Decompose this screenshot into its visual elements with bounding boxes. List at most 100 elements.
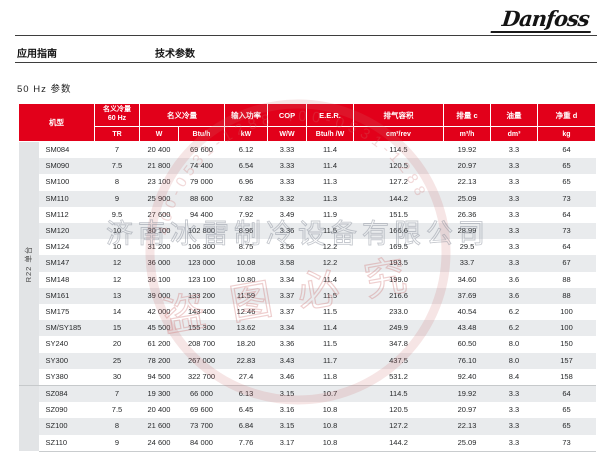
- value-cell: 8: [94, 174, 140, 191]
- value-cell: 22.13: [443, 174, 491, 191]
- value-cell: 3.17: [267, 434, 307, 452]
- unit-w: W: [139, 126, 179, 142]
- value-cell: 25: [94, 352, 140, 369]
- col-header-model: 机型: [18, 103, 95, 142]
- value-cell: 3.43: [267, 352, 307, 369]
- spec-table: 机型 名义冷量 60 Hz 名义冷量 输入功率 COP E.E.R. 排气容积 …: [18, 103, 596, 452]
- value-cell: 3.3: [490, 418, 538, 435]
- value-cell: 11.8: [306, 368, 354, 386]
- value-cell: 151.5: [353, 206, 444, 224]
- value-cell: 20.97: [443, 402, 491, 419]
- col-header-capacity: 名义冷量: [139, 103, 225, 127]
- value-cell: 36 100: [139, 271, 179, 288]
- value-cell: 3.3: [490, 402, 538, 419]
- danfoss-logo: Danfoss: [490, 6, 594, 34]
- value-cell: 73: [537, 434, 596, 452]
- value-cell: 21 800: [139, 158, 179, 175]
- value-cell: 3.37: [267, 304, 307, 321]
- value-cell: 9: [94, 190, 140, 207]
- value-cell: 79 000: [178, 174, 225, 191]
- value-cell: 100: [537, 304, 596, 321]
- value-cell: 10.8: [306, 434, 354, 452]
- value-cell: 43.48: [443, 320, 491, 337]
- model-cell: SM084: [38, 141, 95, 159]
- value-cell: 31 200: [139, 239, 179, 256]
- value-cell: 76.10: [443, 352, 491, 369]
- value-cell: 33.7: [443, 255, 491, 272]
- value-cell: 157: [537, 352, 596, 369]
- table-row: SM100 8 23 100 79 000 6.96 3.33 11.3 127.2 22.13…: [19, 174, 596, 191]
- model-cell: SZ110: [38, 434, 95, 452]
- model-cell: SY300: [38, 352, 95, 369]
- table-row: SZ100 8 21 600 73 700 6.84 3.15 10.8 127.2 22.13…: [19, 418, 596, 435]
- value-cell: 3.3: [490, 223, 538, 240]
- value-cell: 11.3: [306, 190, 354, 207]
- value-cell: 12.2: [306, 239, 354, 256]
- value-cell: 143 400: [178, 304, 225, 321]
- model-cell: SM147: [38, 255, 95, 272]
- value-cell: 3.6: [490, 271, 538, 288]
- value-cell: 64: [537, 206, 596, 224]
- value-cell: 22.83: [224, 352, 268, 369]
- value-cell: 42 000: [139, 304, 179, 321]
- value-cell: 27 600: [139, 206, 179, 224]
- value-cell: 114.5: [353, 385, 444, 403]
- value-cell: 208 700: [178, 336, 225, 353]
- value-cell: 3.16: [267, 402, 307, 419]
- value-cell: 88: [537, 287, 596, 305]
- value-cell: 3.15: [267, 418, 307, 435]
- group-strip: [18, 385, 39, 452]
- unit-btuh: Btu/h: [178, 126, 225, 142]
- value-cell: 67: [537, 255, 596, 272]
- breadcrumb-technical-parameters: 技术参数: [155, 49, 195, 60]
- value-cell: 24 600: [139, 434, 179, 452]
- unit-m3h: m³/h: [443, 126, 491, 142]
- value-cell: 27.4: [224, 368, 268, 386]
- table-header: 机型 名义冷量 60 Hz 名义冷量 输入功率 COP E.E.R. 排气容积 …: [18, 103, 596, 142]
- value-cell: 7.76: [224, 434, 268, 452]
- value-cell: 6.96: [224, 174, 268, 191]
- value-cell: 7.82: [224, 190, 268, 207]
- value-cell: 3.36: [267, 336, 307, 353]
- value-cell: 73: [537, 190, 596, 207]
- value-cell: 7.92: [224, 206, 268, 224]
- value-cell: 65: [537, 402, 596, 419]
- value-cell: 127.2: [353, 418, 444, 435]
- value-cell: 11.4: [306, 271, 354, 288]
- value-cell: 11.5: [306, 336, 354, 353]
- value-cell: 74 400: [178, 158, 225, 175]
- value-cell: 199.0: [353, 271, 444, 288]
- value-cell: 64: [537, 385, 596, 403]
- breadcrumb-application-guide: 应用指南: [17, 49, 57, 60]
- value-cell: 10.8: [306, 402, 354, 419]
- value-cell: 3.33: [267, 174, 307, 191]
- value-cell: 19.92: [443, 385, 491, 403]
- value-cell: 6.2: [490, 304, 538, 321]
- value-cell: 10.08: [224, 255, 268, 272]
- table-row: SY240 20 61 200 208 700 18.20 3.36 11.5 347.8 60…: [19, 336, 596, 353]
- value-cell: 3.3: [490, 239, 538, 256]
- value-cell: 3.33: [267, 141, 307, 159]
- value-cell: 92.40: [443, 368, 491, 386]
- unit-cm3rev: cm³/rev: [353, 126, 444, 142]
- mid-rule: [15, 62, 597, 63]
- value-cell: 216.6: [353, 287, 444, 305]
- value-cell: 69 600: [178, 402, 225, 419]
- value-cell: 45 500: [139, 320, 179, 337]
- value-cell: 13: [94, 287, 140, 305]
- value-cell: 65: [537, 174, 596, 191]
- value-cell: 34.60: [443, 271, 491, 288]
- value-cell: 7.5: [94, 158, 140, 175]
- value-cell: 73 700: [178, 418, 225, 435]
- value-cell: 21 600: [139, 418, 179, 435]
- value-cell: 3.56: [267, 239, 307, 256]
- col-header-displacement: 排气容积: [353, 103, 444, 127]
- value-cell: 36 000: [139, 255, 179, 272]
- value-cell: 94 500: [139, 368, 179, 386]
- value-cell: 6.12: [224, 141, 268, 159]
- value-cell: 6.2: [490, 320, 538, 337]
- model-cell: SM112: [38, 206, 95, 224]
- value-cell: 233.0: [353, 304, 444, 321]
- value-cell: 3.58: [267, 255, 307, 272]
- value-cell: 20: [94, 336, 140, 353]
